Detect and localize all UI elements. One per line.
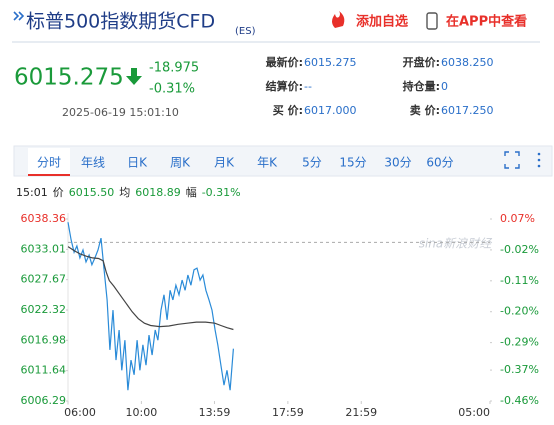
tab[interactable]: 30分 <box>384 156 411 170</box>
series-line <box>67 246 234 331</box>
field-value: 0 <box>441 80 448 93</box>
y-tick-label: 6033.01 <box>21 242 67 255</box>
more-icon[interactable] <box>537 152 541 168</box>
x-tick-label: 13:59 <box>199 406 231 419</box>
field-value: 6038.250 <box>441 56 494 69</box>
tab[interactable]: 月K <box>214 156 235 170</box>
y2-tick-label: -0.29% <box>500 336 539 349</box>
title: 标普500指数期货CFD <box>26 11 215 33</box>
info-price: 6015.50 <box>69 186 115 199</box>
tab[interactable]: 年K <box>257 156 278 170</box>
field-value: -- <box>304 80 312 93</box>
info-avg: 6018.89 <box>135 186 181 199</box>
field-label: 结算价: <box>265 79 303 93</box>
info-avg-label: 均 <box>119 186 130 199</box>
code: (ES) <box>235 26 256 37</box>
field-label: 开盘价: <box>403 55 440 69</box>
info-time: 15:01 <box>16 186 48 199</box>
active-tab-bg <box>28 148 70 176</box>
tab[interactable]: 5分 <box>302 156 322 170</box>
y-tick-label: 6016.98 <box>21 333 67 346</box>
field-label: 买 价: <box>273 104 303 117</box>
tab[interactable]: 年线 <box>81 156 105 170</box>
info-pct-label: 幅 <box>186 186 197 199</box>
add-watchlist[interactable]: 添加自选 <box>356 14 408 30</box>
x-tick-label: 06:00 <box>64 406 96 419</box>
field-label: 持仓量: <box>403 79 440 93</box>
title-icon <box>13 11 25 21</box>
field-label: 卖 价: <box>410 103 440 117</box>
field-value: 6017.250 <box>441 104 494 117</box>
x-tick-label: 21:59 <box>345 406 377 419</box>
price: 6015.275 <box>14 65 124 91</box>
y-tick-label: 6006.29 <box>21 394 67 407</box>
tab[interactable]: 周K <box>170 156 191 170</box>
x-tick-label: 10:00 <box>126 406 158 419</box>
field-value: 6017.000 <box>304 104 357 117</box>
y2-tick-label: 0.07% <box>500 212 535 225</box>
open-app[interactable]: 在APP中查看 <box>446 14 527 30</box>
info-pct: -0.31% <box>202 186 241 199</box>
tab[interactable]: 60分 <box>426 156 453 170</box>
change: -18.975 <box>149 61 199 76</box>
tab[interactable]: 日K <box>127 156 148 170</box>
y-tick-label: 6022.32 <box>21 303 67 316</box>
tab[interactable]: 分时 <box>37 156 61 170</box>
field-value: 6015.275 <box>304 56 357 69</box>
tab[interactable]: 15分 <box>339 156 366 170</box>
info-price-label: 价 <box>53 186 64 199</box>
phone-icon <box>426 12 438 30</box>
series-line <box>67 222 234 391</box>
tab-bar <box>13 145 553 177</box>
y-tick-label: 6038.36 <box>21 212 67 225</box>
y2-tick-label: -0.46% <box>500 394 539 407</box>
fullscreen-icon[interactable] <box>504 151 520 169</box>
y-tick-label: 6027.67 <box>21 273 67 286</box>
field-label: 最新价: <box>266 55 303 69</box>
fire-icon <box>332 11 345 28</box>
x-tick-label: 17:59 <box>272 406 304 419</box>
y2-tick-label: -0.20% <box>500 305 539 318</box>
y2-tick-label: -0.11% <box>500 274 539 287</box>
down-arrow <box>126 68 142 85</box>
watermark: sina新浪财经 <box>419 237 494 251</box>
quote-time: 2025-06-19 15:01:10 <box>62 106 179 119</box>
y-tick-label: 6011.64 <box>21 364 67 377</box>
x-tick-label: 05:00 <box>458 406 490 419</box>
change-pct: -0.31% <box>149 82 195 97</box>
y2-tick-label: -0.37% <box>500 363 539 376</box>
y2-tick-label: -0.02% <box>500 243 539 256</box>
